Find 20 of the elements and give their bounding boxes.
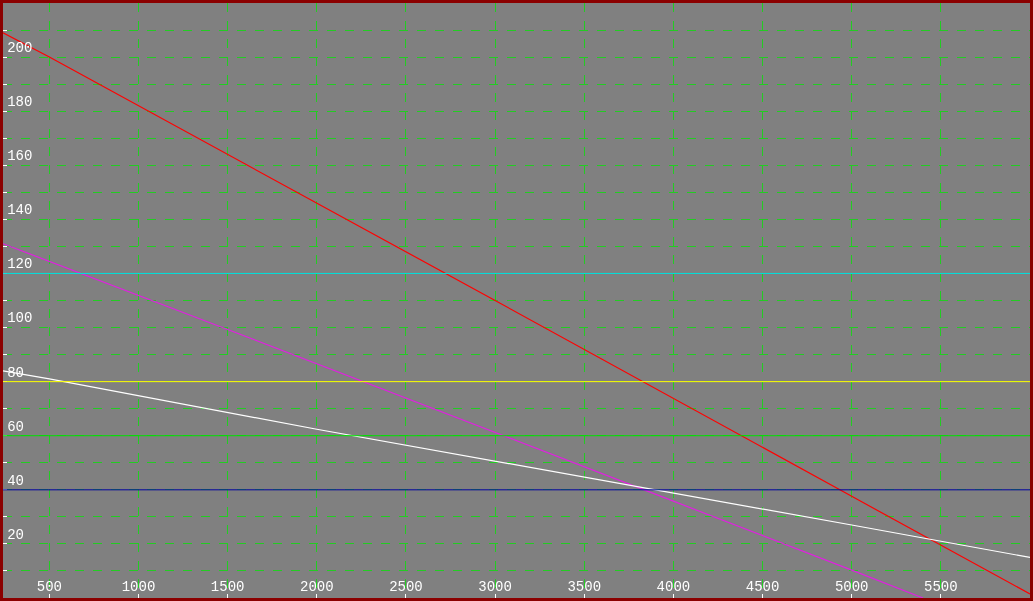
y-tick-label: 20: [7, 526, 25, 543]
x-tick-label: 2000: [300, 579, 334, 595]
y-tick-label: 200: [7, 39, 33, 56]
y-tick-label: 180: [7, 94, 33, 111]
x-tick-label: 3500: [567, 579, 602, 595]
x-tick-label: 500: [36, 579, 62, 595]
x-tick-label: 1500: [210, 579, 245, 595]
x-tick-label: 4000: [656, 579, 691, 595]
y-tick-label: 60: [7, 418, 25, 435]
y-tick-label: 140: [7, 202, 33, 219]
x-tick-label: 5000: [834, 579, 869, 595]
x-tick-label: 5500: [924, 579, 958, 595]
y-tick-label: 100: [7, 310, 33, 327]
y-tick-label: 40: [7, 472, 25, 489]
x-tick-label: 1000: [121, 579, 156, 595]
y-tick-label: 160: [7, 148, 33, 165]
x-tick-label: 4500: [745, 579, 780, 595]
y-tick-label: 120: [7, 256, 33, 273]
x-tick-label: 2500: [389, 579, 423, 595]
x-tick-label: 3000: [478, 579, 512, 595]
